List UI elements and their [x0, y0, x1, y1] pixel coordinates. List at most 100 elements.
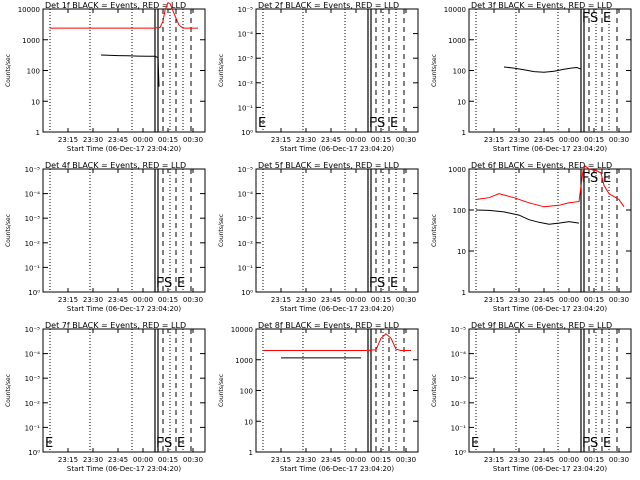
- x-tick-label: 23:30: [509, 456, 529, 464]
- marker-letter: S: [164, 436, 172, 451]
- x-tick-label: 23:30: [509, 296, 529, 304]
- y-tick-label: 10⁻³: [25, 215, 41, 223]
- x-tick-label: 00:00: [346, 296, 366, 304]
- x-tick-label: 23:30: [509, 136, 529, 144]
- marker-letter: E: [603, 11, 611, 26]
- marker-letter: S: [377, 276, 385, 291]
- y-tick-label: 10⁻³: [238, 215, 254, 223]
- x-tick-label: 23:45: [321, 296, 341, 304]
- panel-2: Det 2f BLACK = Events, RED = LLD Counts/s…: [218, 1, 419, 153]
- panel-3: Det 3f BLACK = Events, RED = LLD Counts/s…: [431, 1, 632, 153]
- y-tick-label: 1: [249, 449, 253, 457]
- panel-title: Det 9f BLACK = Events, RED = LLD: [471, 321, 612, 330]
- panel-title: Det 3f BLACK = Events, RED = LLD: [471, 1, 612, 10]
- y-tick-label: 10⁻¹: [25, 424, 41, 432]
- marker-letter: F: [156, 436, 163, 451]
- y-tick-label: 10⁻¹: [25, 264, 41, 272]
- y-tick-label: 100: [453, 68, 466, 76]
- y-axis-label: Counts/sec: [218, 374, 225, 407]
- x-tick-label: 23:45: [321, 136, 341, 144]
- y-tick-label: 10: [457, 98, 466, 106]
- panel-4: Det 4f BLACK = Events, RED = LLD Counts/s…: [5, 161, 206, 313]
- x-tick-label: 23:15: [271, 456, 291, 464]
- y-tick-label: 10⁻⁴: [238, 191, 254, 199]
- y-tick-label: 10⁻⁵: [238, 166, 254, 174]
- plot-frame: [255, 168, 419, 293]
- x-axis-label: Start Time (06-Dec-17 23:04:20): [493, 145, 607, 153]
- x-tick-label: 00:00: [133, 456, 153, 464]
- x-tick-label: 00:00: [346, 456, 366, 464]
- y-tick-label: 10⁻⁵: [25, 326, 41, 334]
- x-tick-label: 00:15: [584, 456, 604, 464]
- x-tick-label: 23:15: [484, 136, 504, 144]
- x-tick-label: 00:00: [559, 136, 579, 144]
- x-tick-label: 23:45: [534, 456, 554, 464]
- marker-letter: F: [369, 276, 376, 291]
- x-tick-label: 00:00: [559, 456, 579, 464]
- marker-letter: E: [390, 276, 398, 291]
- x-axis-label: Start Time (06-Dec-17 23:04:20): [280, 305, 394, 313]
- y-tick-label: 10000: [18, 6, 40, 14]
- x-tick-label: 00:15: [584, 296, 604, 304]
- marker-letter: S: [164, 276, 172, 291]
- y-tick-label: 10⁻⁵: [25, 166, 41, 174]
- y-tick-label: 1000: [448, 37, 466, 45]
- y-tick-label: 10⁻⁴: [25, 191, 41, 199]
- marker-letter: E: [603, 171, 611, 186]
- y-axis-label: Counts/sec: [431, 374, 438, 407]
- panel-6: Det 6f BLACK = Events, RED = LLD Counts/s…: [431, 161, 632, 313]
- marker-letter: F: [156, 276, 163, 291]
- x-tick-label: 23:15: [58, 456, 78, 464]
- y-tick-label: 10⁻⁴: [451, 351, 467, 359]
- panel-9: Det 9f BLACK = Events, RED = LLD Counts/s…: [431, 321, 632, 473]
- marker-letter: E: [603, 436, 611, 451]
- x-tick-label: 23:15: [484, 456, 504, 464]
- y-tick-label: 10⁻⁵: [451, 326, 467, 334]
- x-tick-label: 00:00: [559, 296, 579, 304]
- marker-letter: F: [582, 171, 589, 186]
- marker-letter: E: [177, 276, 185, 291]
- y-tick-label: 1: [462, 129, 466, 137]
- marker-letter: F: [369, 116, 376, 131]
- x-tick-label: 00:30: [396, 296, 416, 304]
- y-tick-label: 10000: [231, 326, 253, 334]
- x-tick-label: 00:15: [158, 136, 178, 144]
- x-tick-label: 23:45: [108, 136, 128, 144]
- y-tick-label: 10⁻⁴: [25, 351, 41, 359]
- x-tick-label: 00:30: [183, 136, 203, 144]
- panel-title: Det 4f BLACK = Events, RED = LLD: [45, 161, 186, 170]
- x-tick-label: 23:15: [271, 296, 291, 304]
- x-tick-label: 00:15: [371, 296, 391, 304]
- x-tick-label: 23:30: [83, 456, 103, 464]
- x-tick-label: 00:30: [609, 296, 629, 304]
- y-tick-label: 10⁻⁴: [238, 31, 254, 39]
- x-tick-label: 00:15: [158, 296, 178, 304]
- marker-letter: S: [590, 436, 598, 451]
- x-axis-label: Start Time (06-Dec-17 23:04:20): [280, 465, 394, 473]
- x-tick-label: 00:15: [371, 136, 391, 144]
- y-axis-label: Counts/sec: [431, 214, 438, 247]
- events-series-line: [475, 209, 580, 225]
- y-tick-label: 10⁻²: [25, 400, 41, 408]
- panel-title: Det 7f BLACK = Events, RED = LLD: [45, 321, 186, 330]
- panel-title: Det 2f BLACK = Events, RED = LLD: [258, 1, 399, 10]
- y-tick-label: 10⁰: [28, 449, 40, 457]
- y-tick-label: 10⁻²: [238, 80, 254, 88]
- x-tick-label: 00:30: [396, 136, 416, 144]
- x-tick-label: 00:30: [183, 456, 203, 464]
- x-tick-label: 00:15: [584, 136, 604, 144]
- x-tick-label: 00:00: [346, 136, 366, 144]
- y-tick-label: 10⁻²: [451, 400, 467, 408]
- x-axis-label: Start Time (06-Dec-17 23:04:20): [67, 465, 181, 473]
- y-tick-label: 10⁻¹: [451, 424, 467, 432]
- y-axis-label: Counts/sec: [5, 214, 12, 247]
- marker-letter: F: [582, 436, 589, 451]
- y-tick-label: 1000: [448, 166, 466, 174]
- x-tick-label: 00:30: [609, 456, 629, 464]
- x-tick-label: 23:30: [83, 136, 103, 144]
- y-tick-label: 10⁻²: [238, 240, 254, 248]
- marker-letter: F: [582, 11, 589, 26]
- y-tick-label: 10⁰: [28, 289, 40, 297]
- plot-frame: [468, 8, 632, 133]
